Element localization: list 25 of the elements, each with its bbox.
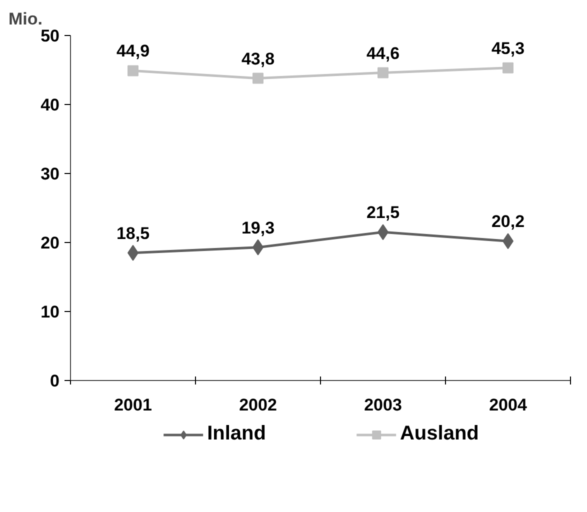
data-label: 44,9 <box>116 42 150 61</box>
y-tick-label: 20 <box>40 234 60 252</box>
point <box>252 72 264 84</box>
point <box>378 67 388 78</box>
y-tick-label: 0 <box>50 372 60 390</box>
legend-label: Inland <box>207 422 266 446</box>
data-label: 19,3 <box>241 218 275 238</box>
data-label: 43,8 <box>241 49 275 68</box>
data-label: 18,5 <box>116 224 150 243</box>
y-tick-label: 30 <box>40 164 60 184</box>
y-tick-label: 10 <box>40 302 60 322</box>
y-tick-label: 40 <box>40 96 60 114</box>
data-label: 20,2 <box>491 212 525 232</box>
x-tick-label: 2002 <box>239 396 277 414</box>
data-label: 45,3 <box>491 38 525 58</box>
legend-label: Ausland <box>400 422 479 446</box>
point <box>502 62 514 74</box>
x-tick-label: 2004 <box>489 396 528 414</box>
y-tick-label: 50 <box>40 26 60 46</box>
y-axis-title: Mio. <box>8 10 42 28</box>
data-label: 44,6 <box>366 44 400 63</box>
x-tick-label: 2003 <box>364 396 402 414</box>
data-label: 21,5 <box>366 203 400 222</box>
x-tick-label: 2001 <box>114 396 152 414</box>
point <box>128 65 138 76</box>
